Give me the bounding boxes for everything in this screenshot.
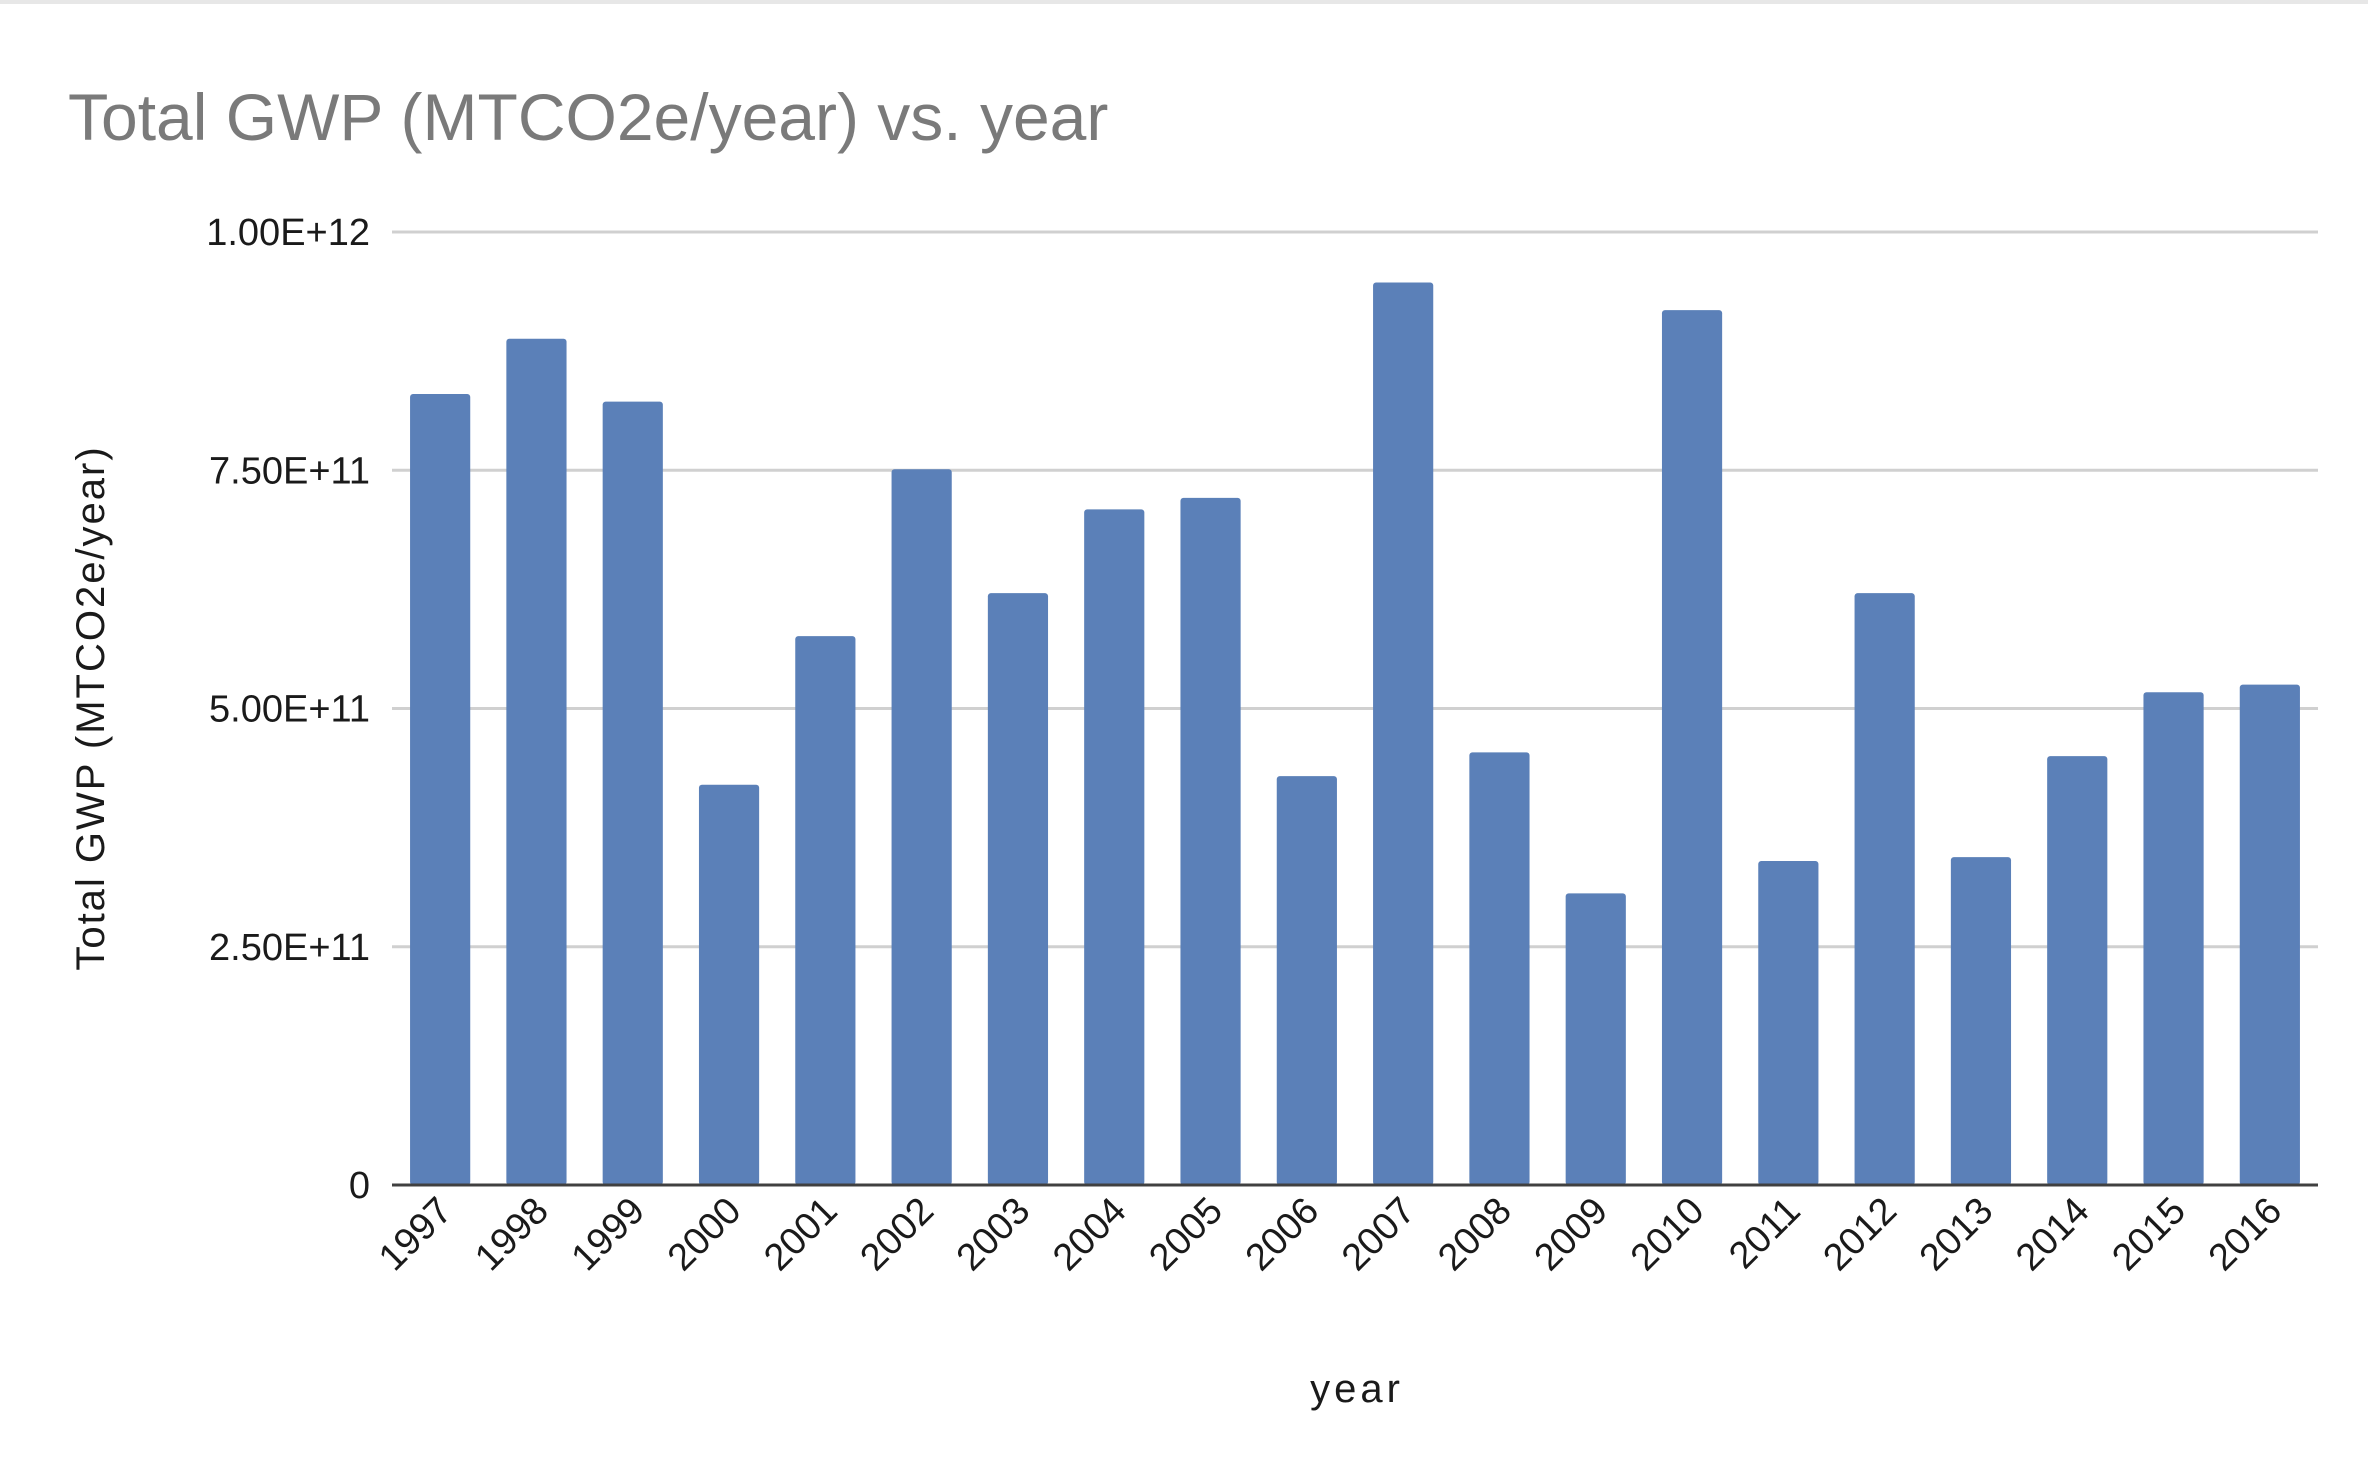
x-tick-label: 2011	[1721, 1190, 1808, 1277]
bar-2010	[1661, 310, 1723, 1185]
bar-1999	[602, 401, 663, 1185]
bar-2012	[1854, 593, 1915, 1185]
bar-2001	[795, 636, 856, 1185]
bar-2003	[987, 593, 1049, 1185]
bars	[410, 282, 2300, 1186]
y-tick-label: 7.50E+11	[209, 450, 370, 492]
x-tick-label: 2012	[1816, 1190, 1905, 1279]
bar-2006	[1276, 776, 1337, 1185]
bar-2002	[891, 469, 952, 1185]
x-tick-label: 2001	[756, 1190, 845, 1279]
x-tick-label: 2008	[1430, 1190, 1519, 1279]
x-axis-tick-labels: 1997 1998 1999 2000 2001 2002 2003 2004 2005 2006…	[371, 1190, 2290, 1279]
x-tick-label: 2015	[2104, 1190, 2193, 1279]
y-tick-label: 1.00E+12	[206, 212, 370, 254]
x-tick-label: 2009	[1527, 1190, 1616, 1279]
bar-1997	[410, 394, 471, 1185]
x-tick-label: 1998	[467, 1190, 556, 1279]
x-tick-label: 2014	[2008, 1190, 2097, 1279]
bar-2005	[1180, 497, 1241, 1186]
bar-2016	[2239, 684, 2300, 1185]
bar-1998	[506, 338, 567, 1186]
y-axis-label: Total GWP (MTCO2e/year)	[69, 445, 113, 970]
x-tick-label: 2000	[660, 1190, 749, 1279]
y-tick-label: 2.50E+11	[209, 927, 370, 969]
bar-2015	[2143, 692, 2204, 1185]
bar-2004	[1084, 509, 1145, 1185]
x-tick-label: 2006	[1238, 1190, 1327, 1279]
y-tick-label: 0	[349, 1165, 370, 1207]
gridlines	[392, 230, 2318, 949]
bar-2008	[1469, 752, 1530, 1185]
y-tick-label: 5.00E+11	[209, 689, 370, 731]
x-tick-label: 2010	[1623, 1190, 1712, 1279]
x-tick-label: 1997	[371, 1190, 460, 1279]
x-tick-label: 2005	[1141, 1190, 1230, 1279]
x-tick-label: 2003	[949, 1190, 1038, 1279]
chart-title: Total GWP (MTCO2e/year) vs. year	[68, 80, 1108, 154]
y-axis-tick-labels: 0 2.50E+11 5.00E+11 7.50E+11 1.00E+12	[206, 212, 370, 1207]
x-tick-label: 2007	[1334, 1190, 1423, 1279]
x-tick-label: 1999	[564, 1190, 653, 1279]
x-tick-label: 2013	[1912, 1190, 2001, 1279]
bar-2009	[1565, 893, 1626, 1185]
x-tick-label: 2016	[2201, 1190, 2290, 1279]
top-border	[0, 0, 2368, 4]
x-axis-label: year	[1310, 1367, 1404, 1411]
bar-2014	[2047, 756, 2108, 1185]
x-tick-label: 2004	[1045, 1190, 1134, 1279]
bar-2011	[1758, 860, 1819, 1185]
bar-2000	[698, 784, 760, 1185]
bar-2007	[1373, 282, 1434, 1185]
x-tick-label: 2002	[853, 1190, 942, 1279]
bar-2013	[1950, 857, 2012, 1185]
